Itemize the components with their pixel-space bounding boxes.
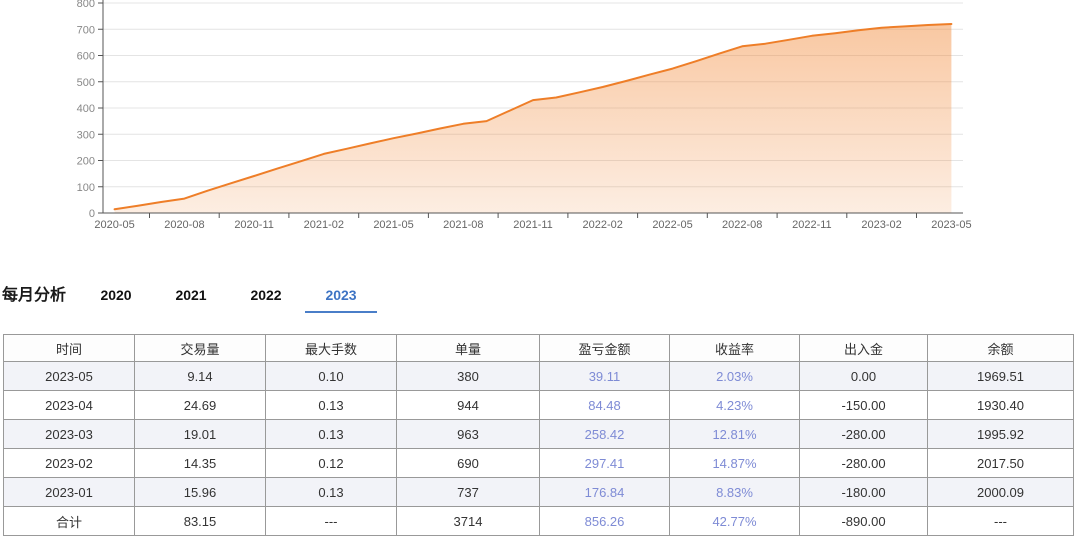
table-cell: 14.35: [134, 448, 266, 478]
table-row: 2023-01 15.96 0.13 737 176.84 8.83% -180.00 200…: [3, 477, 1074, 507]
svg-text:2021-05: 2021-05: [373, 219, 413, 231]
table-cell: 176.84: [539, 477, 670, 507]
table-cell: 2000.09: [927, 477, 1074, 507]
table-cell: 963: [396, 419, 540, 449]
table-cell: 39.11: [539, 361, 670, 391]
column-header: 盈亏金额: [539, 334, 670, 362]
svg-text:2023-02: 2023-02: [861, 219, 901, 231]
section-title: 每月分析: [2, 287, 67, 304]
table-cell: 0.12: [265, 448, 397, 478]
svg-text:2022-08: 2022-08: [722, 219, 762, 231]
svg-text:2022-11: 2022-11: [792, 219, 832, 231]
svg-text:100: 100: [77, 182, 95, 194]
table-cell: 合计: [3, 506, 135, 536]
table-cell: 12.81%: [669, 419, 800, 449]
table-row: 2023-03 19.01 0.13 963 258.42 12.81% -280.00 19…: [3, 419, 1074, 449]
table-cell: 690: [396, 448, 540, 478]
table-cell: 0.13: [265, 419, 397, 449]
table-cell: 2023-01: [3, 477, 135, 507]
svg-text:2020-05: 2020-05: [94, 219, 134, 231]
chart-area: 0 100 200 300 400 500 600 700 800 2020-05 2020-08 2…: [0, 0, 1076, 236]
table-cell: -180.00: [799, 477, 928, 507]
table-cell: 856.26: [539, 506, 670, 536]
table-cell: 9.14: [134, 361, 266, 391]
svg-text:700: 700: [77, 24, 95, 36]
table-cell: 84.48: [539, 390, 670, 420]
table-cell: 297.41: [539, 448, 670, 478]
table-cell: 1930.40: [927, 390, 1074, 420]
table-cell: 83.15: [134, 506, 266, 536]
svg-text:500: 500: [77, 77, 95, 89]
svg-text:2021-02: 2021-02: [304, 219, 344, 231]
table-cell: 15.96: [134, 477, 266, 507]
table-header: 时间 交易量 最大手数 单量 盈亏金额 收益率 出入金 余额: [3, 334, 1074, 362]
svg-text:2020-08: 2020-08: [164, 219, 204, 231]
table-cell: ---: [265, 506, 397, 536]
table-cell: 2023-05: [3, 361, 135, 391]
table-cell: 14.87%: [669, 448, 800, 478]
svg-text:300: 300: [77, 129, 95, 141]
x-labels: 2020-05 2020-08 2020-11 2021-02 2021-05 2021-…: [94, 219, 971, 231]
trend-line: [113, 23, 953, 211]
svg-text:2022-05: 2022-05: [652, 219, 692, 231]
table-cell: 4.23%: [669, 390, 800, 420]
area-fill: [114, 24, 952, 213]
table-row: 2023-02 14.35 0.12 690 297.41 14.87% -280.00 20…: [3, 448, 1074, 478]
table-cell: 2.03%: [669, 361, 800, 391]
svg-text:0: 0: [89, 208, 95, 220]
table-cell: 19.01: [134, 419, 266, 449]
table-cell: ---: [927, 506, 1074, 536]
svg-text:2020-11: 2020-11: [234, 219, 274, 231]
table-row: 2023-05 9.14 0.10 380 39.11 2.03% 0.00 1969.51: [3, 361, 1074, 391]
table-cell: 1969.51: [927, 361, 1074, 391]
table-cell: -280.00: [799, 419, 928, 449]
table-cell: 2023-03: [3, 419, 135, 449]
monthly-table: 时间 交易量 最大手数 单量 盈亏金额 收益率 出入金 余额 2023-05 9.14 0.10 3…: [3, 334, 1074, 536]
column-header: 余额: [927, 334, 1074, 362]
tab-2020[interactable]: 2020: [100, 287, 132, 303]
table-cell: 24.69: [134, 390, 266, 420]
table-cell: 2023-02: [3, 448, 135, 478]
table-cell: 8.83%: [669, 477, 800, 507]
table-cell: 0.00: [799, 361, 928, 391]
column-header: 时间: [3, 334, 135, 362]
monthly-analysis-header: 每月分析 2020 2021 2022 2023: [2, 286, 1076, 313]
year-tabs: 2020 2021 2022 2023: [80, 286, 378, 313]
table-cell: 1995.92: [927, 419, 1074, 449]
svg-text:600: 600: [77, 51, 95, 63]
table-cell: 0.13: [265, 390, 397, 420]
column-header: 出入金: [799, 334, 928, 362]
svg-text:400: 400: [77, 103, 95, 115]
table-cell: 737: [396, 477, 540, 507]
x-ticks: [149, 213, 917, 218]
svg-text:2021-08: 2021-08: [443, 219, 483, 231]
column-header: 单量: [396, 334, 540, 362]
table-cell: -890.00: [799, 506, 928, 536]
svg-text:2022-02: 2022-02: [583, 219, 623, 231]
svg-text:200: 200: [77, 156, 95, 168]
svg-text:800: 800: [77, 0, 95, 10]
total-row: 合计 83.15 --- 3714 856.26 42.77% -890.00 ---: [3, 506, 1074, 536]
table-cell: 3714: [396, 506, 540, 536]
tab-2021[interactable]: 2021: [175, 287, 207, 303]
table-cell: 2023-04: [3, 390, 135, 420]
table-row: 2023-04 24.69 0.13 944 84.48 4.23% -150.00 1930…: [3, 390, 1074, 420]
table-cell: -150.00: [799, 390, 928, 420]
tab-2022[interactable]: 2022: [250, 287, 282, 303]
column-header: 交易量: [134, 334, 266, 362]
svg-text:2023-05: 2023-05: [931, 219, 971, 231]
table-cell: 380: [396, 361, 540, 391]
table-cell: 258.42: [539, 419, 670, 449]
table-cell: 42.77%: [669, 506, 800, 536]
column-header: 收益率: [669, 334, 800, 362]
table-cell: 944: [396, 390, 540, 420]
table-cell: 0.13: [265, 477, 397, 507]
svg-text:2021-11: 2021-11: [513, 219, 553, 231]
column-header: 最大手数: [265, 334, 397, 362]
tab-2023[interactable]: 2023: [305, 286, 378, 313]
table-cell: 0.10: [265, 361, 397, 391]
table-cell: -280.00: [799, 448, 928, 478]
table-cell: 2017.50: [927, 448, 1074, 478]
